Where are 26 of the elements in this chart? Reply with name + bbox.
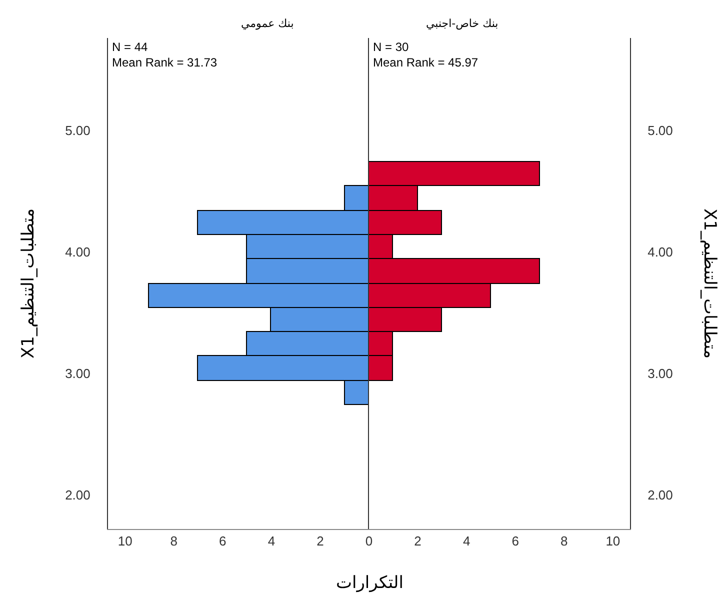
- x-tick-label: 8: [170, 534, 178, 549]
- y-tick-label: 3.00: [65, 366, 90, 381]
- x-tick-label: 10: [118, 534, 132, 549]
- y-tick-label: 4.00: [65, 244, 90, 260]
- y-tick-label: 3.00: [648, 366, 673, 381]
- x-tick-label: 4: [268, 534, 276, 549]
- x-tick-label: 6: [512, 534, 519, 549]
- annotation: N = 30 Mean Rank = 45.97: [373, 40, 478, 70]
- x-tick-label: 8: [560, 534, 568, 549]
- x-tick-label: 6: [219, 534, 226, 549]
- x-tick-label: 2: [316, 534, 324, 549]
- y-tick-label: 5.00: [648, 122, 673, 138]
- x-tick-label: 2: [414, 534, 422, 549]
- x-axis-title: التكرارات: [336, 573, 404, 593]
- y-axis-title: X1_متطلبات_التنظيم: [18, 208, 38, 358]
- x-tick-label: 10: [606, 534, 620, 549]
- y-axis-title: X1_متطلبات_التنظيم: [700, 208, 720, 359]
- chart-title: بنك عمومي: [241, 17, 294, 30]
- x-tick-label: 0: [365, 534, 373, 549]
- chart-title: بنك خاص-اجنبي: [426, 17, 498, 30]
- x-tick-label: 4: [462, 534, 470, 549]
- y-tick-label: 2.00: [648, 488, 673, 503]
- y-tick-label: 4.00: [648, 244, 673, 260]
- y-tick-label: 2.00: [65, 488, 90, 503]
- annotation: N = 44 Mean Rank = 31.73: [112, 40, 218, 70]
- y-tick-label: 5.00: [65, 122, 90, 138]
